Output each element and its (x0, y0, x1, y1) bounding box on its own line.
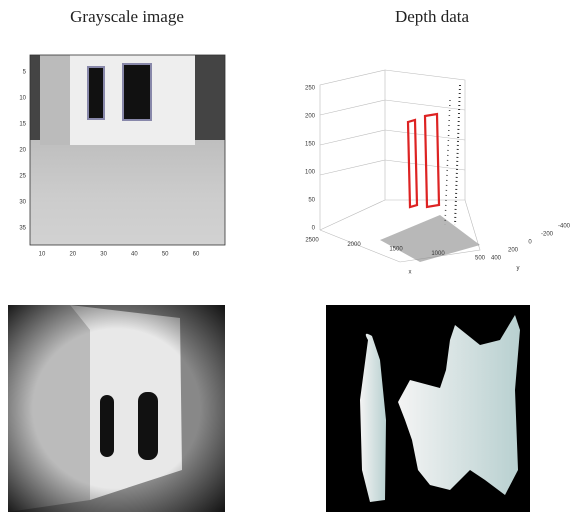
tick-label: 200 (508, 248, 519, 254)
tick-label: 50 (162, 252, 169, 258)
panel-title: Grayscale image (70, 7, 184, 26)
figure: Grayscale image Depth data 1020304050605… (0, 0, 572, 526)
tick-label: 500 (475, 256, 486, 262)
tick-label: 2000 (347, 242, 361, 248)
tick-label: -400 (558, 224, 571, 230)
tick-label: 5 (23, 70, 27, 76)
tick-label: 0 (528, 240, 532, 246)
tick-label: 20 (19, 148, 26, 154)
page: Grayscale image Depth data 1020304050605… (0, 0, 572, 526)
tick-label: 400 (491, 256, 502, 262)
photo (8, 305, 225, 512)
tick-label: 250 (305, 86, 316, 92)
tick-label: x (409, 270, 412, 276)
tick-label: 2500 (305, 238, 319, 244)
tick-label: 40 (131, 252, 138, 258)
depth-mask (326, 305, 530, 512)
tick-label: 25 (19, 174, 26, 180)
tick-label: -200 (541, 232, 554, 238)
tick-label: 100 (305, 170, 316, 176)
tick-label: 20 (69, 252, 76, 258)
tick-label: 60 (193, 252, 200, 258)
grayscale-image (30, 55, 225, 245)
tick-label: 150 (305, 142, 316, 148)
tick-label: 30 (19, 200, 26, 206)
panel-title: Depth data (395, 7, 470, 26)
tick-label: 10 (19, 96, 26, 102)
tick-label: y (517, 266, 520, 272)
tick-label: 15 (19, 122, 26, 128)
tick-label: 35 (19, 226, 26, 232)
tick-label: 30 (100, 252, 107, 258)
tick-label: 10 (39, 252, 46, 258)
tick-label: 1500 (389, 247, 403, 253)
tick-label: 1000 (431, 251, 445, 257)
tick-label: 200 (305, 114, 316, 120)
tick-label: 0 (312, 226, 316, 232)
tick-label: 50 (308, 198, 315, 204)
depth-plot (320, 70, 480, 262)
